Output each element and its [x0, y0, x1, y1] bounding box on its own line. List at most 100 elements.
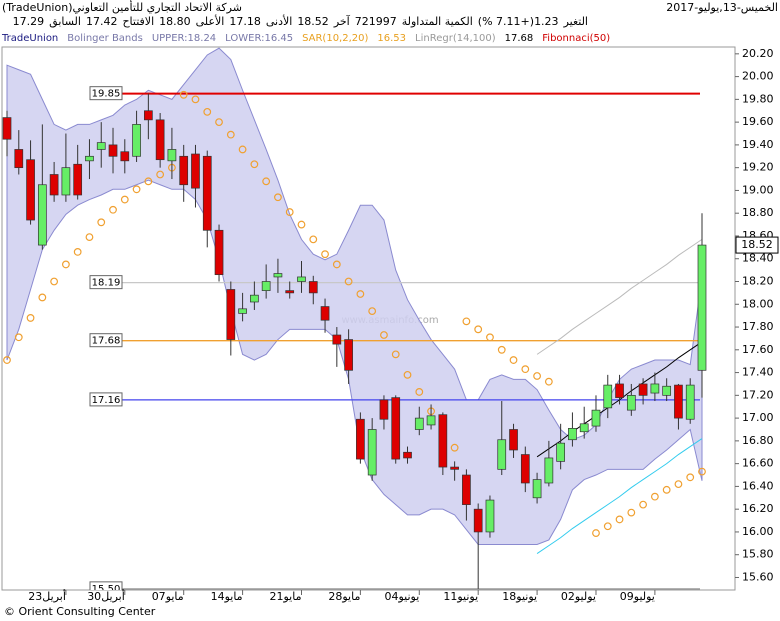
fibonacci-label-box [89, 275, 123, 290]
company-name: شركة الاتحاد التجاري للتأمين التعاوني(Tr… [2, 1, 242, 14]
legend-item: TradeUnion [2, 33, 59, 44]
candle-body [132, 124, 141, 157]
candle-body [96, 142, 106, 150]
candle-body [603, 384, 613, 409]
candle-body [214, 229, 224, 276]
x-tick-label: 11يونيو [443, 590, 478, 603]
y-tick-label: 19.60 [742, 115, 774, 128]
y-tick-label: 17.00 [742, 411, 774, 424]
sar-dot [120, 195, 129, 204]
candle-body [544, 457, 554, 484]
sar-dot [38, 293, 47, 302]
sar-dot [474, 325, 483, 334]
sar-dot [403, 370, 412, 379]
candle-body [438, 414, 448, 468]
sar-dot [191, 95, 200, 104]
legend-item: Bolinger Bands [67, 33, 143, 44]
sar-dot [97, 218, 106, 227]
candle-body [14, 149, 24, 169]
sar-dot [662, 485, 671, 494]
sar-dot [344, 277, 353, 286]
candle-body [191, 153, 200, 189]
linreg-line [536, 238, 703, 355]
legend-item: SAR(10,2,20) [302, 33, 369, 44]
sar-dot [109, 205, 117, 214]
y-tick-label: 18.00 [742, 297, 774, 310]
candle-body [308, 281, 318, 294]
candle-body [450, 466, 459, 470]
fibonacci-label-box [89, 86, 123, 101]
legend-item: LOWER:16.45 [225, 33, 294, 44]
y-tick-label: 17.80 [742, 320, 774, 333]
bollinger-band [6, 47, 703, 545]
legend-item: 17.68 [504, 33, 534, 44]
candle-body [662, 385, 672, 396]
y-tick-label: 16.60 [742, 457, 774, 470]
sar-dot [285, 208, 294, 216]
sar-dot [615, 515, 624, 524]
x-tick-label: 02يوليو [561, 590, 596, 603]
x-tick-label: 23أبريل [28, 589, 66, 603]
sar-dot [462, 317, 471, 326]
stat-label: الأدنى [265, 15, 293, 28]
fibonacci-label: 15.50 [92, 584, 121, 595]
y-tick-label: 18.40 [742, 252, 774, 265]
candle-body [697, 244, 707, 371]
stat-value: 18.52 [297, 15, 329, 28]
candle-body [532, 479, 542, 499]
candle-body [49, 174, 59, 196]
y-tick-label: 19.20 [742, 161, 774, 174]
y-tick-label: 15.60 [742, 570, 774, 583]
sar-dot [156, 170, 165, 179]
sar-dot [627, 508, 636, 517]
sar-dot [61, 260, 70, 269]
candle-body [579, 423, 589, 433]
stat-value: 17.42 [85, 15, 118, 28]
candle-body [61, 167, 71, 196]
sar-dot [203, 107, 212, 116]
candle-body [426, 415, 436, 426]
candle-body [379, 399, 389, 420]
sar-dot [50, 277, 59, 286]
y-tick-label: 18.80 [742, 206, 774, 219]
sar-dot [356, 290, 365, 298]
candle-body [391, 397, 401, 460]
fibonacci-label: 17.68 [92, 336, 121, 347]
stat-value: 17.29 [12, 15, 45, 28]
sar-dot [650, 492, 659, 501]
sar-dot [26, 314, 35, 322]
sar-dot [380, 331, 388, 339]
y-tick-label: 16.00 [742, 525, 774, 538]
candle-body [73, 163, 83, 196]
sar-dot [592, 529, 600, 537]
candle-body [85, 155, 94, 162]
footer: © Orient Consulting Center [4, 605, 156, 618]
sar-dot [450, 443, 459, 452]
sar-dot [132, 185, 141, 194]
x-tick-label: 04يونيو [384, 590, 419, 603]
candle-body [250, 294, 259, 303]
stat-value: 17.18 [229, 15, 261, 28]
sar-dot [698, 467, 706, 476]
stat-value: 18.80 [159, 15, 191, 28]
y-tick-label: 17.60 [742, 343, 774, 356]
candle-body [367, 429, 377, 476]
candle-body [485, 499, 495, 533]
y-tick-label: 16.20 [742, 502, 774, 515]
y-tick-label: 18.20 [742, 275, 774, 288]
sar-dot [321, 250, 329, 259]
sar-dot [603, 522, 612, 531]
sar-dot [226, 130, 235, 139]
candle-body [509, 429, 518, 451]
candle-body [155, 119, 165, 161]
fibonacci-label-box [89, 392, 123, 407]
sar-dot [14, 333, 23, 342]
date: الخميس-13,يوليو-2017 [666, 1, 778, 14]
candle-body [226, 289, 236, 340]
candle-body [273, 273, 283, 278]
sar-dot [297, 220, 306, 229]
candle-body [202, 155, 212, 231]
candle-body [414, 417, 424, 430]
y-tick-label: 19.00 [742, 183, 774, 196]
candle-body [285, 290, 295, 294]
